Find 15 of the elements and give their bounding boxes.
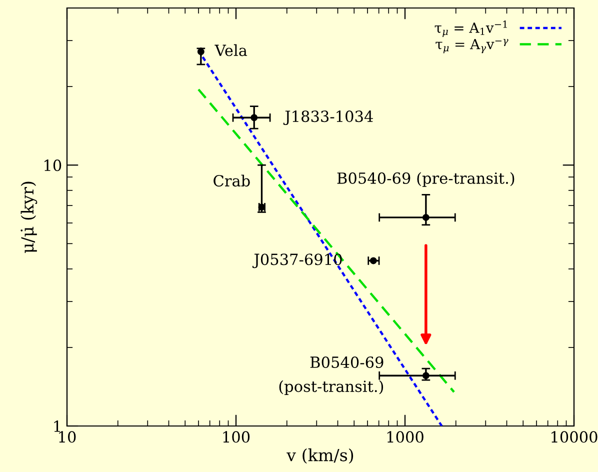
legend-label: τ$_{μ}$ = A$_{γ}$v$^{−γ}$ <box>436 38 508 54</box>
annotation: J0537-6910 <box>252 254 342 268</box>
x-tick-label: 100 <box>223 431 250 443</box>
legend-label: τ$_{μ}$ = A$_{1}$v$^{−1}$ <box>434 20 507 37</box>
x-tick-label: 10000 <box>552 431 598 443</box>
annotation: B0540-69 (post-transit.) <box>279 356 384 396</box>
x-tick-label: 1000 <box>387 431 424 443</box>
y-tick-label: 1 <box>54 420 60 432</box>
x-axis-title: v (km/s) <box>286 448 354 464</box>
annotation: B0540-69 (pre-transit.) <box>337 172 514 187</box>
annotation: Crab <box>214 174 250 187</box>
annotation: J1833-1034 <box>283 110 373 126</box>
x-tick-label: 10 <box>59 431 76 443</box>
annotation: Vela <box>214 44 248 56</box>
y-axis-title: μ/μ̇ (kyr) <box>20 182 38 253</box>
